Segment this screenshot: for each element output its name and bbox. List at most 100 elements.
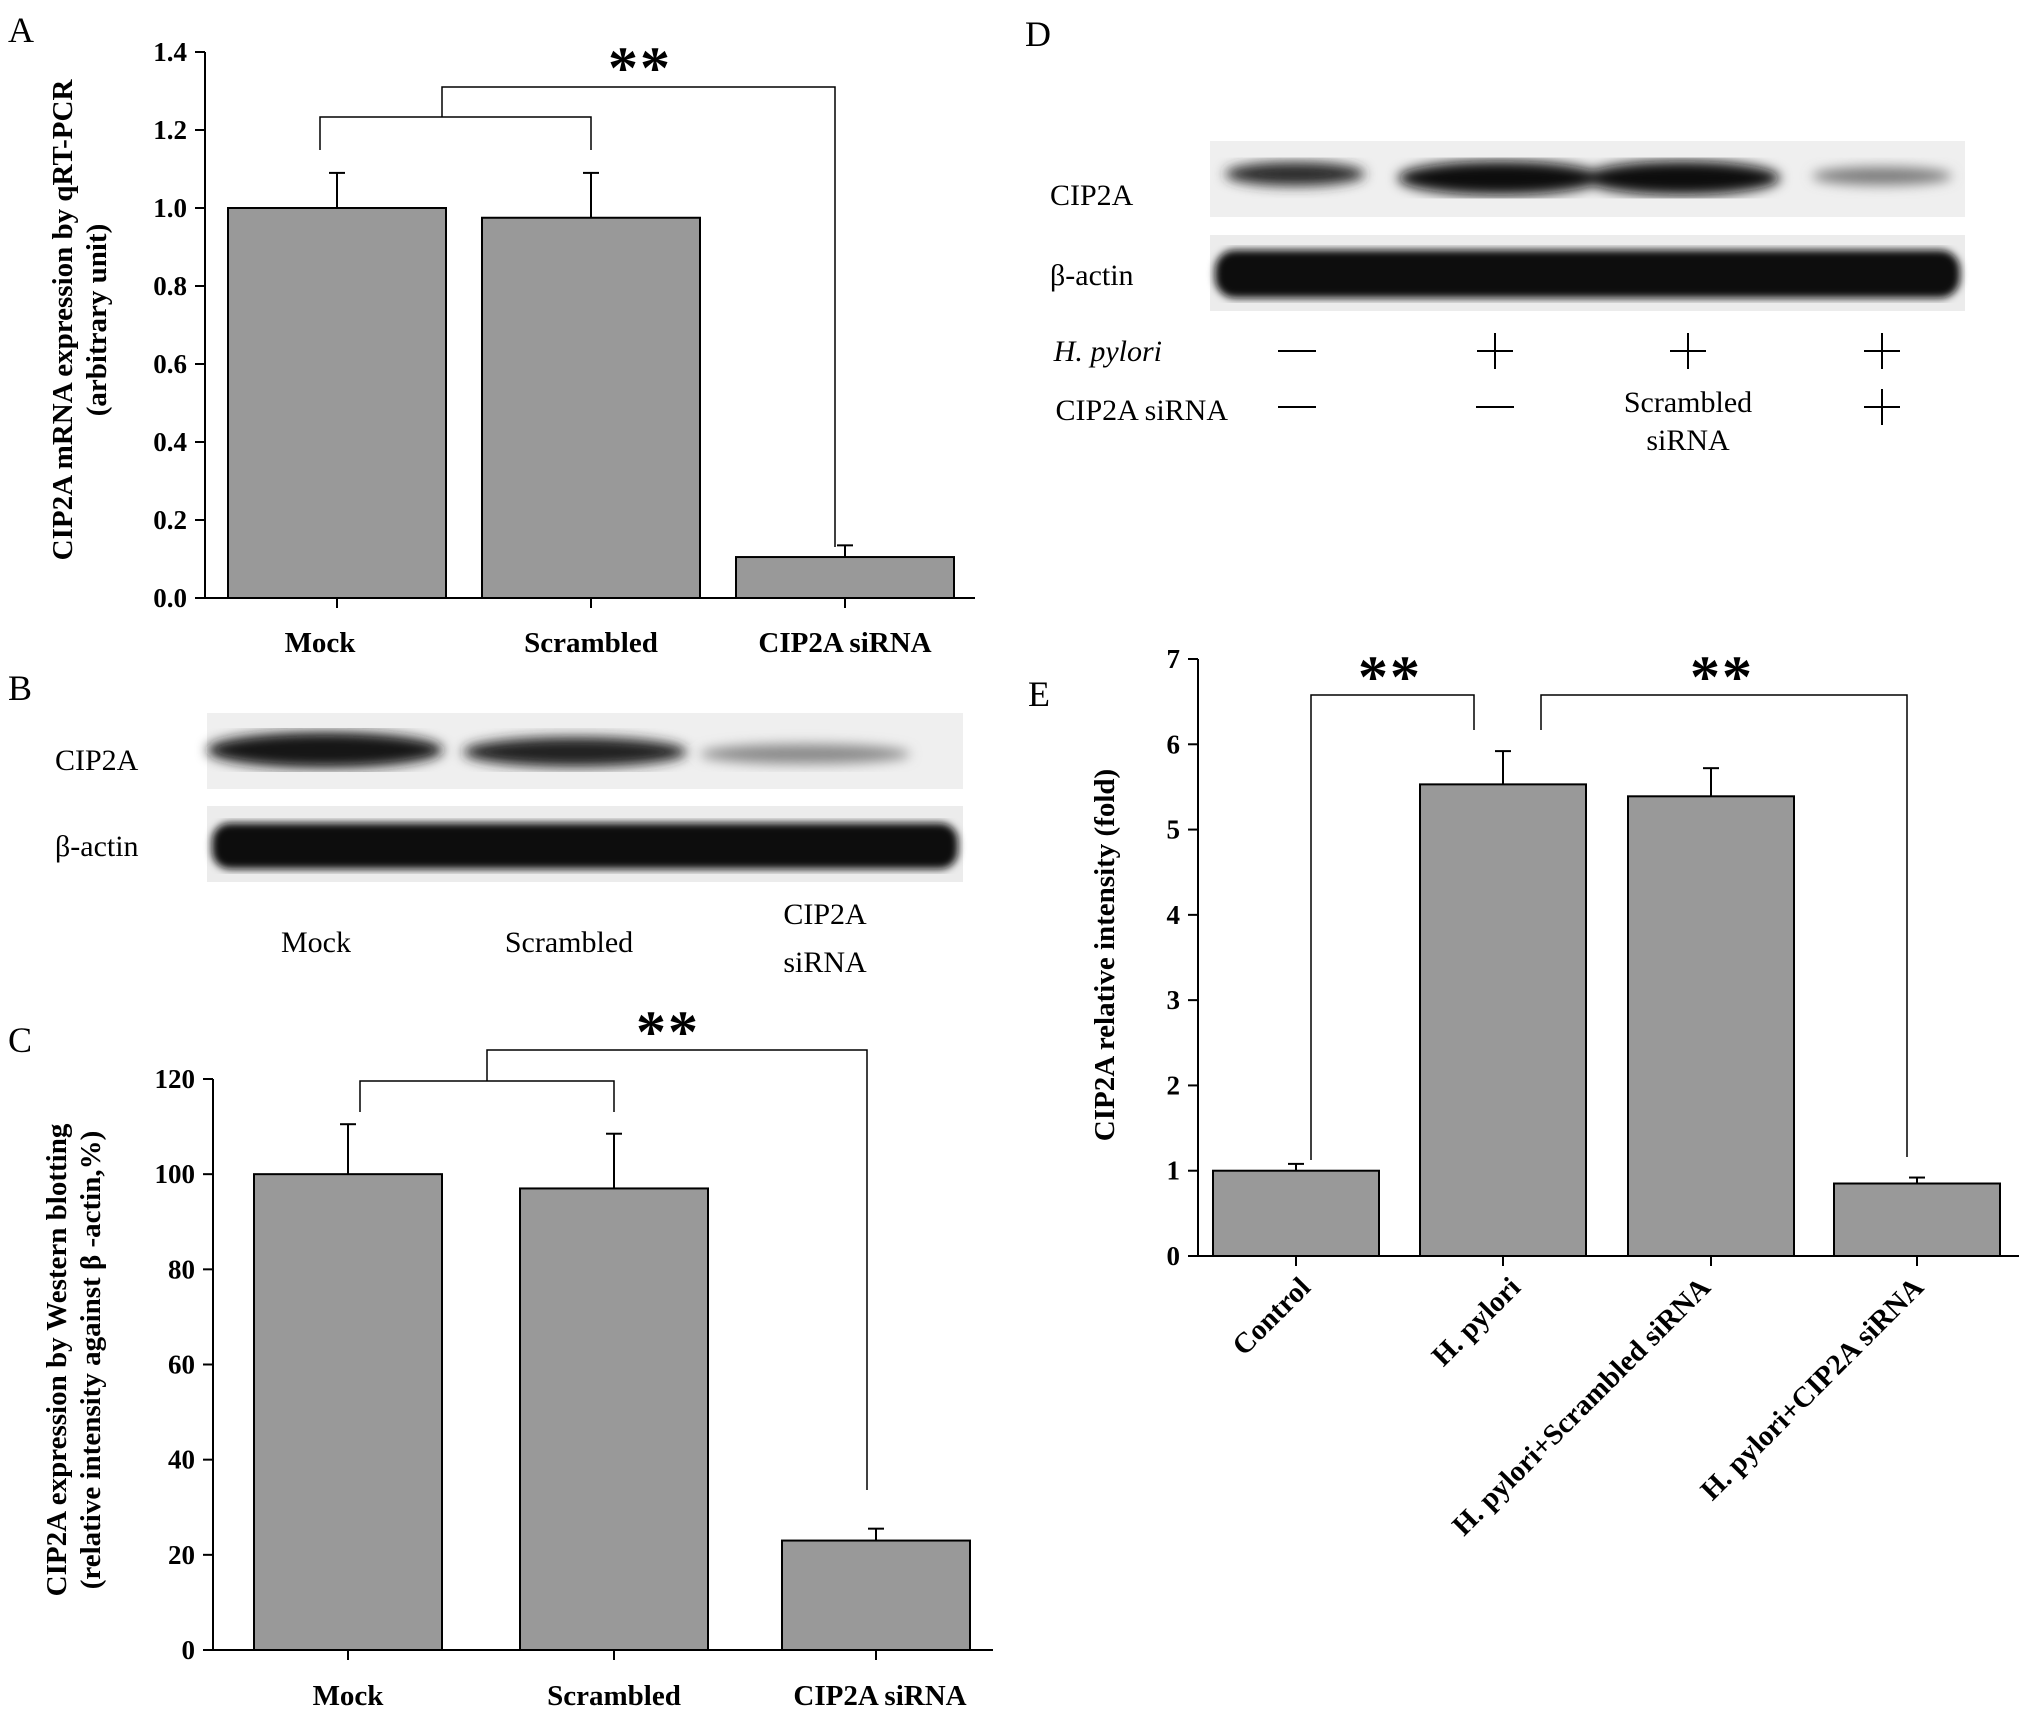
panel-e-x-label: Control — [1226, 1271, 1317, 1362]
panel-e-y-tick-label: 4 — [1167, 900, 1181, 930]
panel-e-bracket-right — [1540, 694, 1908, 1157]
panel-c-ylabel-line1: CIP2A expression by Western blotting — [41, 1123, 73, 1596]
blot-d-row-cip2a: CIP2A — [1050, 179, 1134, 212]
panel-e-y-tick-label: 0 — [1167, 1241, 1181, 1271]
panel-a-bracket-group — [319, 116, 592, 150]
panel-e-y-tick-label: 7 — [1167, 644, 1181, 674]
panel-a: A CIP2A mRNA expression by qRT-PCR (arbi… — [8, 10, 975, 659]
panel-e-bracket-left — [1310, 694, 1475, 1160]
panel-label-d: D — [1025, 14, 1051, 54]
panel-e-bar — [1833, 1182, 2001, 1258]
panel-b: B CIP2A β-actin Mock Scrambled CIP2A siR… — [8, 668, 963, 979]
panel-a-y-tick-label: 1.0 — [153, 193, 187, 223]
panel-c-y-tick-label: 100 — [155, 1159, 196, 1189]
panel-e-x-label: H. pylori — [1426, 1271, 1527, 1372]
blot-b-row-cip2a: CIP2A — [55, 744, 139, 777]
blot-b-cip2a-band-mock — [207, 732, 443, 768]
panel-label-e: E — [1028, 674, 1050, 714]
panel-a-y-tick-label: 0.0 — [153, 583, 187, 613]
blot-b-lane-sirna-line1: CIP2A — [783, 898, 867, 931]
panel-e-y-tick-label: 5 — [1167, 815, 1181, 845]
panel-label-b: B — [8, 668, 32, 708]
panel-label-c: C — [8, 1020, 32, 1060]
blot-b-lane-sirna-line2: siRNA — [783, 946, 867, 979]
blot-b-lane-scrambled: Scrambled — [505, 926, 633, 959]
blot-b-lane-mock: Mock — [281, 926, 351, 959]
panel-a-bar — [481, 216, 701, 599]
blot-d-scrambled-line2: siRNA — [1646, 424, 1730, 457]
blot-d-cip2a-band-control — [1225, 162, 1365, 186]
panel-a-ylabel-line1: CIP2A mRNA expression by qRT-PCR — [47, 79, 79, 561]
panel-c-y-tick-label: 20 — [168, 1540, 195, 1570]
panel-c-x-label: CIP2A siRNA — [793, 1680, 966, 1712]
panel-c-y-tick-label: 60 — [168, 1350, 195, 1380]
blot-d-condition-marks — [1278, 333, 1900, 425]
panel-a-y-tick-label: 1.4 — [153, 37, 187, 67]
panel-a-bar — [227, 207, 447, 599]
panel-e: E CIP2A relative intensity (fold) 0 1 2 3 4 5… — [1028, 644, 2019, 1542]
blot-d-scrambled-line1: Scrambled — [1624, 386, 1752, 419]
panel-c-bar — [781, 1539, 971, 1652]
blot-d-actin-bands — [1215, 250, 1960, 298]
blot-d-cip2a-bands — [1225, 161, 1952, 195]
blot-b-cip2a-band-scrambled — [463, 737, 687, 767]
blot-d-cip2a-band-scrambled — [1584, 161, 1780, 195]
panel-a-bracket-significance — [441, 86, 836, 547]
panel-e-y-tick-label: 3 — [1167, 985, 1181, 1015]
panel-c-bar — [253, 1173, 443, 1651]
panel-e-y-tick-label: 1 — [1167, 1156, 1181, 1186]
panel-e-ylabel: CIP2A relative intensity (fold) — [1089, 769, 1121, 1141]
panel-a-significance-stars: ** — [608, 35, 672, 101]
panel-c-bracket-significance — [486, 1049, 868, 1490]
panel-c-significance-stars: ** — [636, 999, 700, 1065]
blot-b-cip2a-bands — [207, 732, 910, 768]
panel-a-x-label: Scrambled — [524, 627, 658, 659]
blot-d-row-actin: β-actin — [1050, 259, 1134, 292]
panel-c-ylabel: CIP2A expression by Western blotting (re… — [41, 1123, 107, 1596]
blot-d-cip2a-band-hpylori — [1398, 161, 1602, 195]
panel-c: C CIP2A expression by Western blotting (… — [8, 999, 993, 1712]
panel-e-y-tick-label: 6 — [1167, 729, 1181, 759]
blot-d-actin-band — [1215, 250, 1960, 298]
blot-d-hpylori-label: H. pylori — [1053, 335, 1162, 368]
blot-b-actin-bands — [212, 823, 958, 869]
blot-b-row-actin: β-actin — [55, 830, 139, 863]
panel-e-significance-stars-left: ** — [1358, 644, 1422, 710]
panel-c-y-tick-label: 0 — [182, 1635, 196, 1665]
panel-c-x-label: Mock — [313, 1680, 385, 1712]
panel-c-bar — [519, 1187, 709, 1651]
panel-e-x-label: H. pylori+CIP2A siRNA — [1695, 1271, 1930, 1506]
panel-a-bar — [735, 556, 955, 599]
blot-d-cip2a-band-sirna — [1812, 167, 1952, 185]
panel-a-x-label: Mock — [285, 627, 357, 659]
panel-a-ylabel-line2: (arbitrary unit) — [81, 224, 113, 417]
blot-b-actin-band — [212, 823, 958, 869]
panel-e-y-tick-label: 2 — [1167, 1070, 1181, 1100]
panel-c-y-tick-label: 120 — [155, 1064, 196, 1094]
panel-a-y-tick-label: 0.8 — [153, 271, 187, 301]
panel-d: D CIP2A β-actin H. pylori CIP2A siRNA Sc… — [1025, 14, 1965, 457]
panel-e-bar — [1212, 1169, 1380, 1257]
panel-c-y-tick-label: 40 — [168, 1445, 195, 1475]
panel-c-y-tick-label: 80 — [168, 1254, 195, 1284]
panel-a-ylabel: CIP2A mRNA expression by qRT-PCR (arbitr… — [47, 79, 113, 561]
panel-c-chart: 0 20 40 60 80 100 120 Mock Scrambled CIP2A siRNA *… — [155, 999, 993, 1712]
panel-e-significance-stars-right: ** — [1690, 644, 1754, 710]
panel-a-y-tick-label: 0.4 — [153, 427, 187, 457]
blot-b-cip2a-band-sirna — [700, 744, 910, 764]
panel-e-ylabel-text: CIP2A relative intensity (fold) — [1089, 769, 1121, 1141]
panel-label-a: A — [8, 10, 34, 50]
panel-c-x-label: Scrambled — [547, 1680, 681, 1712]
panel-a-y-tick-label: 0.2 — [153, 505, 187, 535]
panel-a-y-tick-label: 0.6 — [153, 349, 187, 379]
panel-a-y-tick-label: 1.2 — [153, 115, 187, 145]
panel-a-x-label: CIP2A siRNA — [758, 627, 931, 659]
panel-e-bar — [1627, 795, 1795, 1257]
panel-e-bar — [1419, 783, 1587, 1257]
panel-c-bracket-group — [359, 1080, 615, 1112]
blot-d-sirna-label: CIP2A siRNA — [1055, 394, 1228, 427]
panel-a-chart: 0.0 0.2 0.4 0.6 0.8 1.0 1.2 1.4 Mock Scrambled CIP… — [153, 35, 975, 659]
panel-c-ylabel-line2: (relative intensity against β -actin,%) — [75, 1131, 107, 1590]
